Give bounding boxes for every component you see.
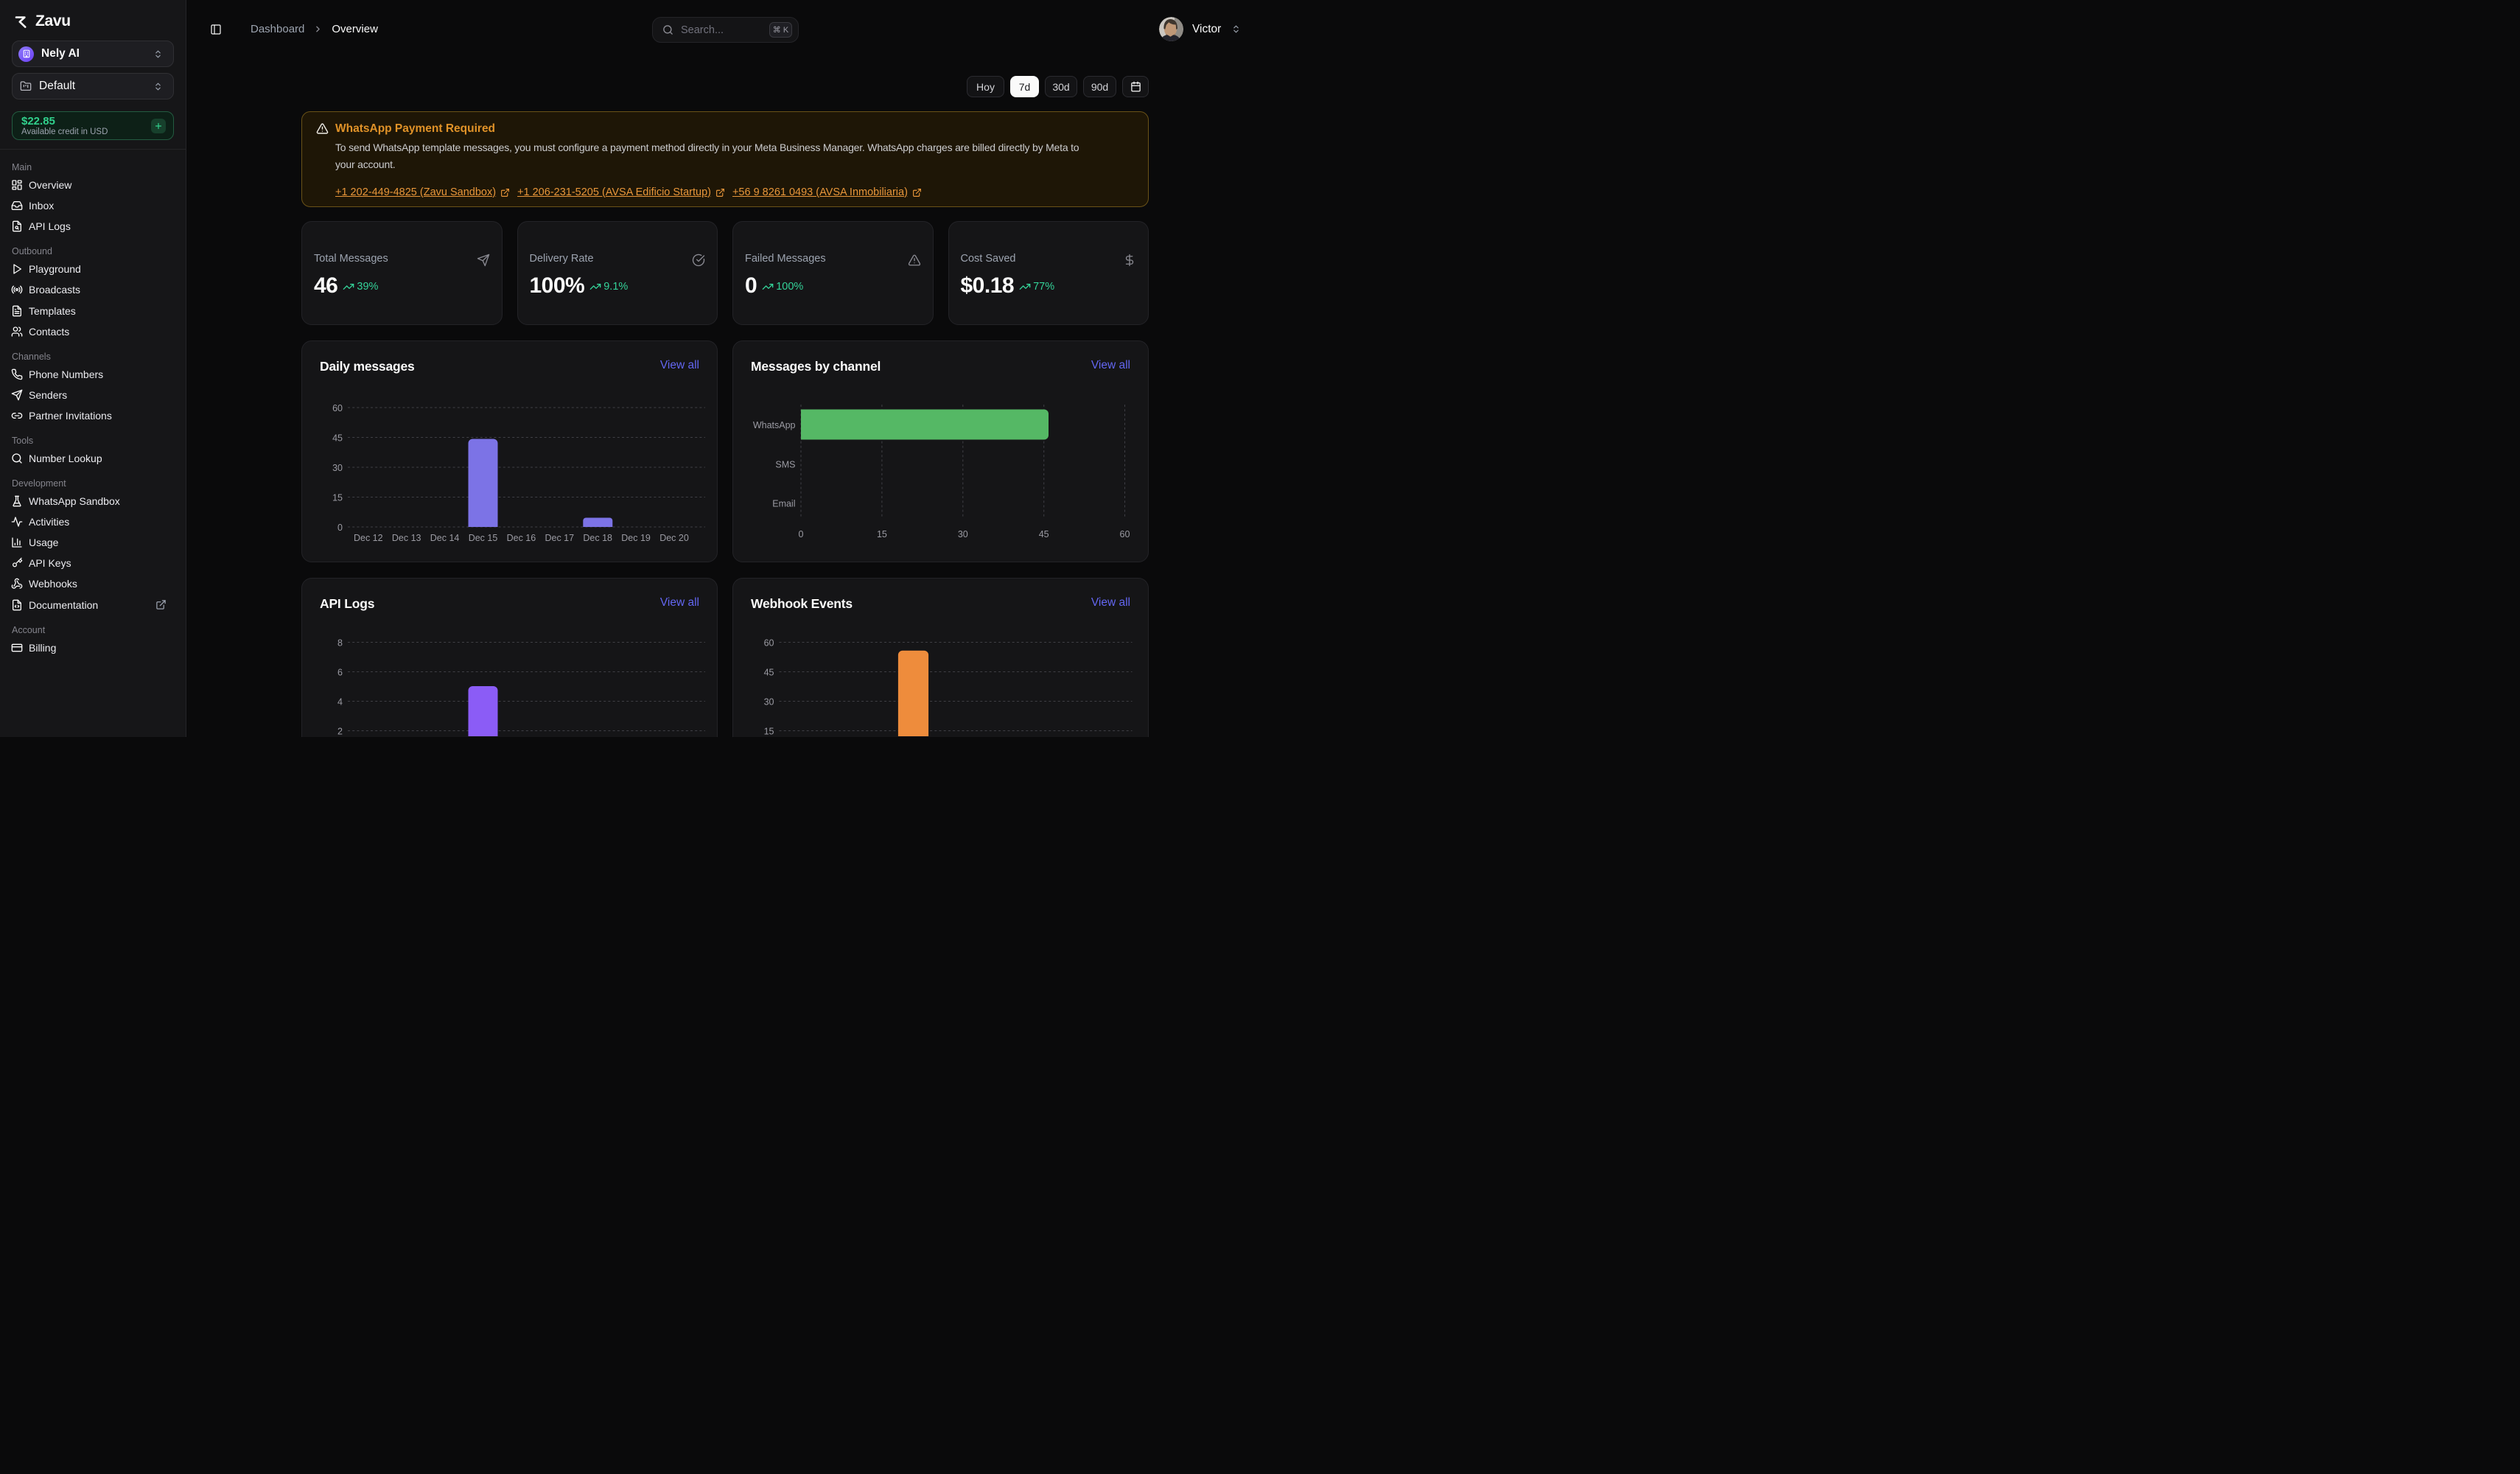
- svg-text:0: 0: [799, 529, 804, 539]
- svg-text:45: 45: [1039, 529, 1049, 539]
- svg-text:Dec 15: Dec 15: [469, 533, 498, 543]
- svg-text:Dec 17: Dec 17: [545, 533, 574, 543]
- svg-text:Dec 18: Dec 18: [583, 533, 612, 543]
- svg-text:0: 0: [337, 523, 343, 533]
- svg-text:15: 15: [332, 493, 343, 503]
- svg-text:Dec 13: Dec 13: [392, 533, 421, 543]
- svg-text:60: 60: [1120, 529, 1130, 539]
- svg-text:45: 45: [332, 433, 343, 444]
- svg-text:45: 45: [764, 668, 774, 678]
- svg-text:Dec 14: Dec 14: [430, 533, 460, 543]
- svg-text:WhatsApp: WhatsApp: [753, 420, 796, 430]
- svg-text:60: 60: [332, 403, 343, 413]
- svg-text:Dec 16: Dec 16: [507, 533, 536, 543]
- svg-text:Email: Email: [772, 499, 795, 509]
- svg-text:4: 4: [337, 697, 343, 708]
- svg-text:2: 2: [337, 727, 343, 737]
- svg-text:15: 15: [764, 727, 774, 737]
- svg-text:6: 6: [337, 668, 343, 678]
- svg-text:Dec 19: Dec 19: [621, 533, 651, 543]
- svg-text:8: 8: [337, 638, 343, 649]
- svg-text:15: 15: [877, 529, 887, 539]
- svg-text:SMS: SMS: [775, 460, 795, 470]
- svg-text:Dec 12: Dec 12: [354, 533, 383, 543]
- svg-text:60: 60: [764, 638, 774, 649]
- svg-text:30: 30: [958, 529, 968, 539]
- svg-text:30: 30: [764, 697, 774, 708]
- svg-text:Dec 20: Dec 20: [659, 533, 689, 543]
- svg-text:30: 30: [332, 463, 343, 473]
